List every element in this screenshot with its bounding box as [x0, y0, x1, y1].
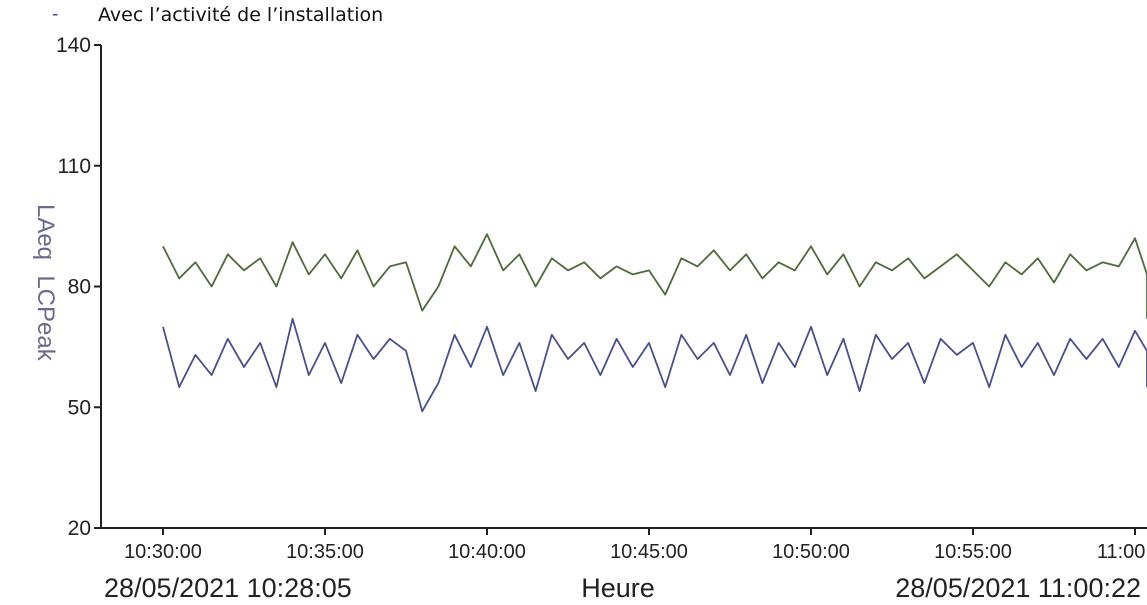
x-tick-label: 11:00:00 [1097, 541, 1147, 563]
x-tick-label: 10:30:00 [124, 541, 202, 563]
x-axis-label: Heure [581, 573, 655, 603]
start-timestamp: 28/05/2021 10:28:05 [104, 573, 352, 603]
x-tick-label: 10:35:00 [286, 541, 364, 563]
y-tick-label: 80 [68, 276, 91, 299]
y-tick-label: 110 [58, 155, 91, 178]
legend-bullet: - [52, 4, 59, 25]
chart-axes: 20 50 80 110 140 10:30:00 10:35:00 10:40:00 10:4… [56, 34, 1147, 563]
x-tick-label: 10:45:00 [610, 541, 688, 563]
y-axis-label-laeq: LAeq [32, 204, 59, 260]
y-tick-label: 20 [68, 517, 91, 540]
end-timestamp: 28/05/2021 11:00:22 [895, 573, 1141, 603]
x-tick-label: 10:40:00 [448, 541, 526, 563]
y-tick-label: 140 [56, 34, 91, 57]
y-axis-label-lcpeak: LCPeak [32, 275, 59, 361]
x-tick-label: 10:50:00 [772, 541, 850, 563]
chart-series [162, 233, 1147, 413]
chart-header: Avec l’activité de l’installation [98, 4, 384, 26]
series-line-laeq [162, 317, 1147, 413]
y-tick-label: 50 [68, 396, 91, 419]
x-tick-label: 10:55:00 [934, 541, 1012, 563]
series-line-lcpeak [162, 233, 1147, 319]
